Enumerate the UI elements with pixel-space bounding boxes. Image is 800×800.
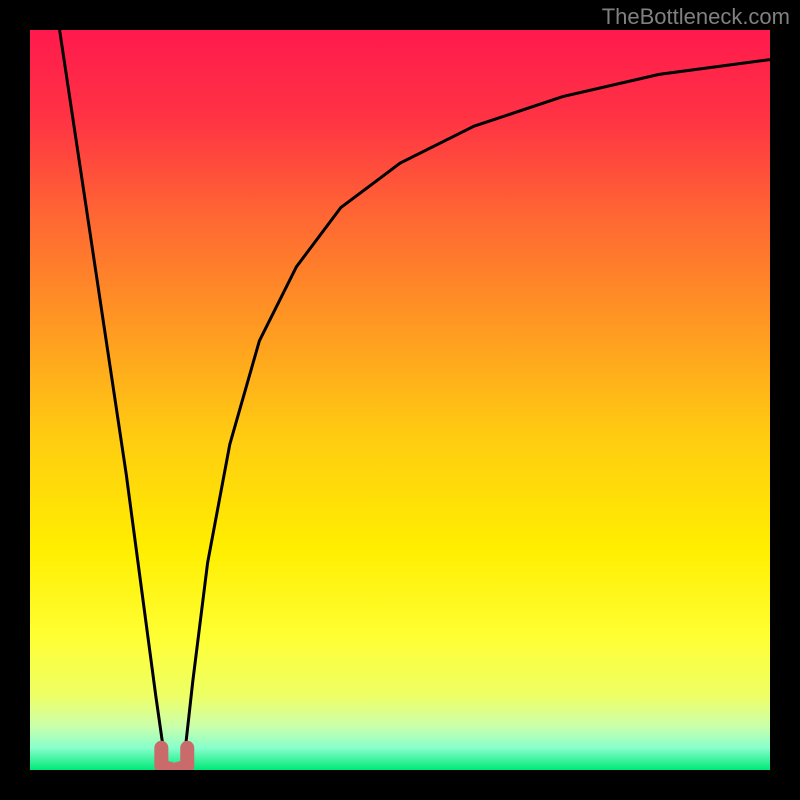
bottom-marker bbox=[161, 748, 187, 770]
watermark-text: TheBottleneck.com bbox=[602, 4, 790, 30]
curve-right-branch bbox=[182, 60, 770, 770]
plot-area bbox=[30, 30, 770, 770]
chart-container bbox=[0, 0, 800, 800]
curve-lines bbox=[30, 30, 770, 770]
curve-left-branch bbox=[60, 30, 167, 770]
